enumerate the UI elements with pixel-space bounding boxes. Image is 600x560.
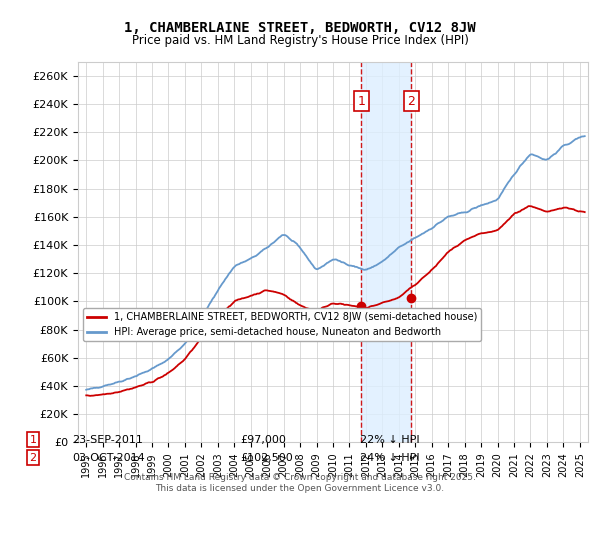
Text: 03-OCT-2014: 03-OCT-2014 xyxy=(72,452,145,463)
Text: 2: 2 xyxy=(407,95,415,108)
Text: 1: 1 xyxy=(29,435,37,445)
Text: 24% ↓ HPI: 24% ↓ HPI xyxy=(360,452,419,463)
Text: £97,000: £97,000 xyxy=(240,435,286,445)
Text: 1: 1 xyxy=(358,95,365,108)
Text: 23-SEP-2011: 23-SEP-2011 xyxy=(72,435,143,445)
Text: Contains HM Land Registry data © Crown copyright and database right 2025.
This d: Contains HM Land Registry data © Crown c… xyxy=(124,473,476,493)
Text: 1, CHAMBERLAINE STREET, BEDWORTH, CV12 8JW: 1, CHAMBERLAINE STREET, BEDWORTH, CV12 8… xyxy=(124,21,476,35)
Text: 22% ↓ HPI: 22% ↓ HPI xyxy=(360,435,419,445)
Bar xyxy=(361,62,412,442)
Text: Price paid vs. HM Land Registry's House Price Index (HPI): Price paid vs. HM Land Registry's House … xyxy=(131,34,469,46)
Text: 2: 2 xyxy=(29,452,37,463)
Text: £102,500: £102,500 xyxy=(240,452,293,463)
Legend: 1, CHAMBERLAINE STREET, BEDWORTH, CV12 8JW (semi-detached house), HPI: Average p: 1, CHAMBERLAINE STREET, BEDWORTH, CV12 8… xyxy=(83,308,481,341)
